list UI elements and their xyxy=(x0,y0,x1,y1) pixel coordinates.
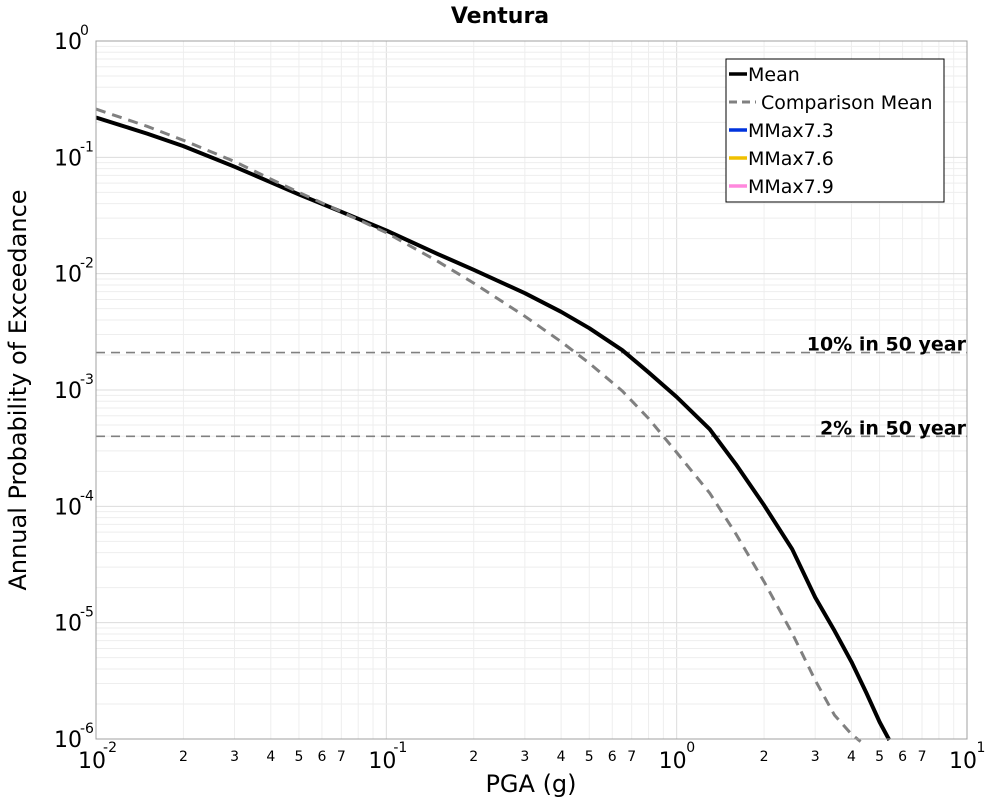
x-minor-tick-label: 2 xyxy=(469,749,478,765)
x-minor-tick-label: 4 xyxy=(266,749,275,765)
x-minor-tick-label: 2 xyxy=(760,749,769,765)
x-tick-label: 10 xyxy=(78,749,106,774)
x-minor-tick-label: 3 xyxy=(520,749,529,765)
legend-entry-label: MMax7.3 xyxy=(748,120,834,142)
y-tick-exponent: -6 xyxy=(80,721,94,737)
y-tick-exponent: -3 xyxy=(80,372,94,388)
x-tick-label: 10 xyxy=(368,749,396,774)
y-tick-exponent: 0 xyxy=(80,23,89,39)
series-line-mean xyxy=(95,115,892,741)
reference-lines: 10% in 50 year 2% in 50 year xyxy=(96,334,967,439)
x-tick-exponent: 1 xyxy=(977,740,986,756)
grid xyxy=(95,41,967,740)
y-tick-label: 10 xyxy=(54,263,82,288)
x-tick-exponent: -1 xyxy=(393,740,407,756)
x-minor-tick-label: 5 xyxy=(585,749,594,765)
x-minor-tick-label: 4 xyxy=(847,749,856,765)
x-tick-label: 10 xyxy=(949,749,977,774)
x-minor-tick-label: 7 xyxy=(627,749,636,765)
y-tick-label: 10 xyxy=(54,30,82,55)
y-tick-label: 10 xyxy=(54,612,82,637)
legend-entry-label: Mean xyxy=(748,64,800,86)
y-tick-exponent: -4 xyxy=(80,488,94,504)
x-minor-tick-label: 5 xyxy=(875,749,884,765)
legend-entry-label: MMax7.9 xyxy=(748,176,834,198)
x-minor-tick-label: 2 xyxy=(179,749,188,765)
x-minor-tick-label: 6 xyxy=(317,749,326,765)
chart-title: Ventura xyxy=(451,4,549,29)
x-tick-exponent: 0 xyxy=(686,740,695,756)
x-minor-tick-label: 7 xyxy=(337,749,346,765)
plot-frame xyxy=(95,40,968,740)
series-lines xyxy=(95,107,892,743)
legend-entry-label: MMax7.6 xyxy=(748,148,834,170)
legend: Mean Comparison Mean MMax7.3 MMax7.6 MMax7.9 xyxy=(725,58,945,203)
x-minor-tick-label: 6 xyxy=(898,749,907,765)
legend-entry-label: Comparison Mean xyxy=(761,92,933,114)
x-minor-tick-label: 4 xyxy=(557,749,566,765)
x-tick-exponent: -2 xyxy=(103,740,117,756)
reference-line-label: 10% in 50 year xyxy=(807,334,967,356)
legend-box xyxy=(725,58,945,203)
y-tick-label: 10 xyxy=(54,728,82,753)
x-minor-tick-label: 5 xyxy=(294,749,303,765)
x-minor-tick-label: 7 xyxy=(918,749,927,765)
x-minor-tick-label: 3 xyxy=(230,749,239,765)
y-tick-exponent: -5 xyxy=(80,605,94,621)
y-tick-exponent: -1 xyxy=(80,139,94,155)
y-axis-label: Annual Probability of Exceedance xyxy=(4,189,32,590)
reference-line-label: 2% in 50 year xyxy=(820,417,967,439)
y-tick-label: 10 xyxy=(54,146,82,171)
y-tick-exponent: -2 xyxy=(80,256,94,272)
series-line-comparison-mean xyxy=(95,107,862,743)
x-tick-label: 10 xyxy=(659,749,687,774)
x-minor-tick-label: 6 xyxy=(608,749,617,765)
y-tick-label: 10 xyxy=(54,495,82,520)
x-minor-tick-label: 3 xyxy=(811,749,820,765)
y-tick-label: 10 xyxy=(54,379,82,404)
x-axis-label: PGA (g) xyxy=(485,770,576,798)
